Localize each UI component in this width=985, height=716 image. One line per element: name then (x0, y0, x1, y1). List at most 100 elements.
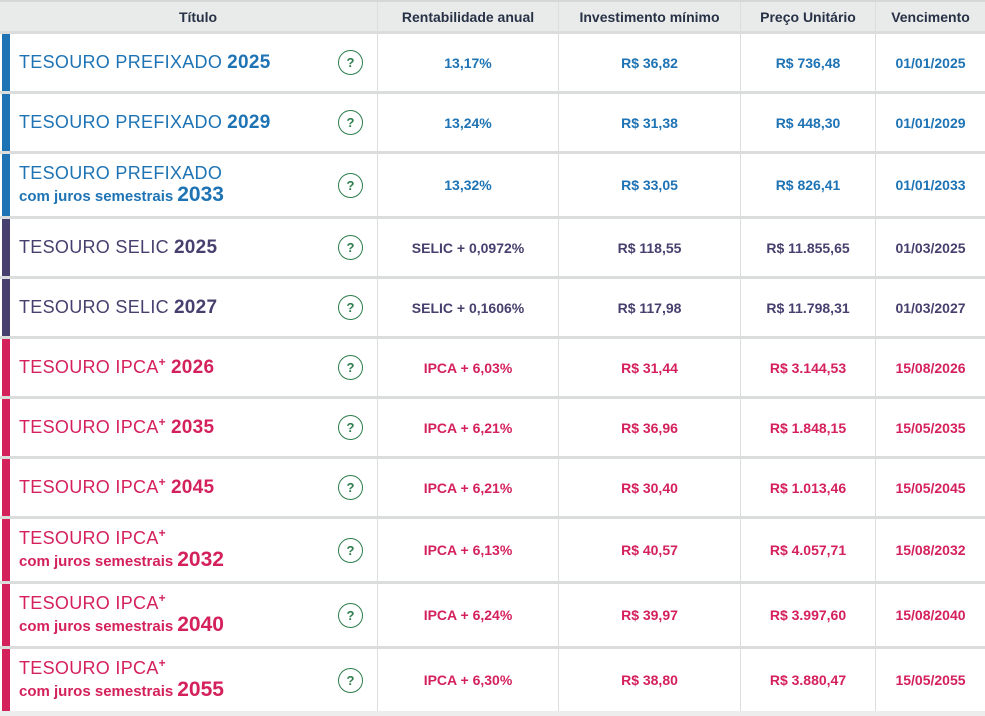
unit-price: R$ 11.798,31 (740, 279, 875, 336)
bond-title-cell: TESOURO IPCA+ 2035 ? (0, 399, 377, 456)
table-row[interactable]: TESOURO IPCA+ com juros semestrais 2032 ?… (0, 516, 985, 581)
maturity-date: 01/01/2029 (875, 94, 985, 151)
bond-color-bar (2, 154, 10, 216)
min-investment: R$ 39,97 (558, 584, 740, 646)
bond-title-year: 2035 (170, 417, 215, 438)
plus-superscript-icon: + (158, 355, 166, 369)
bond-subtitle-label: com juros semestrais (19, 617, 174, 635)
table-row[interactable]: TESOURO IPCA+ com juros semestrais 2055 ?… (0, 646, 985, 711)
bond-title-cell: TESOURO IPCA+ com juros semestrais 2055 ? (0, 649, 377, 711)
unit-price: R$ 3.997,60 (740, 584, 875, 646)
bond-color-bar (2, 219, 10, 276)
bond-name: TESOURO PREFIXADO (19, 112, 223, 132)
table-row[interactable]: TESOURO PREFIXADO 2025 ? 13,17% R$ 36,82 … (0, 31, 985, 91)
help-icon[interactable]: ? (338, 172, 363, 198)
plus-superscript-icon: + (158, 475, 166, 489)
bond-title-cell: TESOURO PREFIXADO 2025 ? (0, 34, 377, 91)
header-cell-titulo: Título (178, 8, 218, 25)
bond-title: TESOURO PREFIXADO 2025 (19, 52, 271, 73)
bond-title-cell: TESOURO IPCA+ 2026 ? (0, 339, 377, 396)
table-body: TESOURO PREFIXADO 2025 ? 13,17% R$ 36,82 … (0, 31, 985, 711)
help-icon[interactable]: ? (338, 355, 363, 380)
help-icon[interactable]: ? (338, 50, 363, 75)
bond-subtitle-year: 2032 (177, 547, 224, 571)
table-row[interactable]: TESOURO IPCA+ 2026 ? IPCA + 6,03% R$ 31,4… (0, 336, 985, 396)
bond-title-cell: TESOURO PREFIXADO 2029 ? (0, 94, 377, 151)
help-icon[interactable]: ? (338, 537, 363, 563)
bond-title-line1: TESOURO IPCA+ (19, 590, 224, 614)
table-row[interactable]: TESOURO SELIC 2027 ? SELIC + 0,1606% R$ 1… (0, 276, 985, 336)
help-icon[interactable]: ? (338, 415, 363, 440)
bond-subtitle: com juros semestrais 2055 (19, 677, 224, 703)
maturity-date: 15/08/2032 (875, 519, 985, 581)
min-investment: R$ 118,55 (558, 219, 740, 276)
annual-rate: SELIC + 0,0972% (377, 219, 558, 276)
bond-subtitle-year: 2040 (177, 612, 224, 636)
unit-price: R$ 11.855,65 (740, 219, 875, 276)
unit-price: R$ 4.057,71 (740, 519, 875, 581)
table-row[interactable]: TESOURO PREFIXADO com juros semestrais 20… (0, 151, 985, 216)
annual-rate: IPCA + 6,21% (377, 399, 558, 456)
bond-title-line1: TESOURO SELIC 2027 (19, 297, 217, 318)
bond-title: TESOURO IPCA+ 2026 (19, 355, 214, 378)
annual-rate: 13,32% (377, 154, 558, 216)
bond-title-cell: TESOURO SELIC 2027 ? (0, 279, 377, 336)
bond-title-line1: TESOURO PREFIXADO 2029 (19, 112, 271, 133)
table-row[interactable]: TESOURO IPCA+ 2045 ? IPCA + 6,21% R$ 30,4… (0, 456, 985, 516)
unit-price: R$ 826,41 (740, 154, 875, 216)
bond-title-line1: TESOURO PREFIXADO (19, 163, 224, 184)
table-row[interactable]: TESOURO PREFIXADO 2029 ? 13,24% R$ 31,38 … (0, 91, 985, 151)
maturity-date: 15/08/2026 (875, 339, 985, 396)
maturity-date: 01/01/2033 (875, 154, 985, 216)
bond-title-cell: TESOURO IPCA+ com juros semestrais 2040 ? (0, 584, 377, 646)
bond-subtitle: com juros semestrais 2032 (19, 547, 224, 573)
table-row[interactable]: TESOURO SELIC 2025 ? SELIC + 0,0972% R$ 1… (0, 216, 985, 276)
bond-title-cell: TESOURO IPCA+ com juros semestrais 2032 ? (0, 519, 377, 581)
bond-name: TESOURO IPCA (19, 477, 159, 497)
table-row[interactable]: TESOURO IPCA+ 2035 ? IPCA + 6,21% R$ 36,9… (0, 396, 985, 456)
maturity-date: 01/03/2027 (875, 279, 985, 336)
bond-color-bar (2, 279, 10, 336)
bond-title: TESOURO IPCA+ com juros semestrais 2032 (19, 525, 224, 573)
maturity-date: 15/08/2040 (875, 584, 985, 646)
min-investment: R$ 38,80 (558, 649, 740, 711)
bond-subtitle-label: com juros semestrais (19, 187, 174, 205)
annual-rate: IPCA + 6,30% (377, 649, 558, 711)
bond-subtitle-year: 2055 (177, 677, 224, 701)
bond-color-bar (2, 649, 10, 711)
unit-price: R$ 736,48 (740, 34, 875, 91)
plus-superscript-icon: + (158, 415, 166, 429)
table-row[interactable]: TESOURO IPCA+ com juros semestrais 2040 ?… (0, 581, 985, 646)
help-icon[interactable]: ? (338, 235, 363, 260)
bond-title-year: 2027 (173, 297, 218, 318)
plus-superscript-icon: + (158, 590, 166, 605)
plus-superscript-icon: + (158, 525, 166, 540)
bond-title-line1: TESOURO IPCA+ 2045 (19, 475, 214, 498)
help-icon[interactable]: ? (338, 667, 363, 693)
bond-name: TESOURO PREFIXADO (19, 52, 223, 72)
table-header: Título Rentabilidade anual Investimento … (0, 0, 985, 31)
bond-subtitle: com juros semestrais 2040 (19, 612, 224, 638)
bond-title: TESOURO SELIC 2025 (19, 237, 217, 258)
bond-title: TESOURO IPCA+ com juros semestrais 2055 (19, 657, 224, 703)
maturity-date: 01/03/2025 (875, 219, 985, 276)
bond-title-cell: TESOURO PREFIXADO com juros semestrais 20… (0, 154, 377, 216)
bond-name: TESOURO IPCA (19, 657, 159, 678)
bond-title-cell: TESOURO SELIC 2025 ? (0, 219, 377, 276)
help-icon[interactable]: ? (338, 602, 363, 628)
bond-color-bar (2, 584, 10, 646)
bond-title-year: 2029 (227, 112, 271, 133)
header-cell-rentabilidade: Rentabilidade anual (377, 2, 558, 31)
bond-title-line1: TESOURO IPCA+ (19, 525, 224, 549)
unit-price: R$ 3.144,53 (740, 339, 875, 396)
help-icon[interactable]: ? (338, 110, 363, 135)
help-icon[interactable]: ? (338, 475, 363, 500)
annual-rate: IPCA + 6,21% (377, 459, 558, 516)
help-icon[interactable]: ? (338, 295, 363, 320)
bond-name: TESOURO IPCA (19, 592, 159, 613)
bond-title-line1: TESOURO IPCA+ 2035 (19, 415, 215, 438)
bond-name: TESOURO SELIC (19, 297, 169, 317)
bond-subtitle-label: com juros semestrais (19, 552, 174, 570)
bond-name: TESOURO IPCA (19, 417, 159, 437)
